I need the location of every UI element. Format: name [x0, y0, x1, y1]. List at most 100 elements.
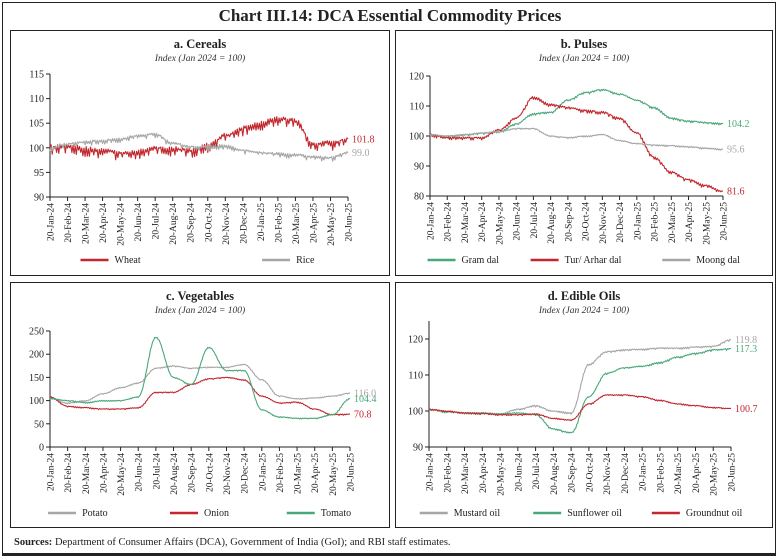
x-tick-label: 20-Sep-24 [564, 202, 574, 242]
legend-item-potato: Potato [48, 508, 108, 519]
x-tick-label: 20-Jul-24 [532, 453, 542, 490]
x-tick-label: 20-May-24 [117, 203, 127, 246]
x-tick-label: 20-Jun-25 [345, 203, 355, 242]
end-label-mustard-oil: 119.8 [735, 335, 757, 346]
x-tick-label: 20-Sep-24 [188, 453, 198, 493]
panel-vegetables: c. Vegetables Index (Jan 2024 = 100) 0 50 10… [10, 282, 390, 528]
x-tick-label: 20-Jan-24 [47, 453, 57, 491]
series-line-groundnut-oil [428, 394, 732, 422]
x-tick-label: 20-Feb-24 [443, 453, 453, 493]
x-tick-label: 20-Jul-24 [152, 203, 162, 240]
x-tick-label: 20-Aug-24 [547, 202, 557, 244]
legend-item-sunflower-oil: Sunflower oil [533, 508, 622, 519]
x-tick-label: 20-Jun-24 [513, 202, 523, 241]
x-tick-label: 20-Jan-24 [426, 453, 436, 491]
end-label-groundnut-oil: 100.7 [735, 404, 758, 415]
x-tick-label: 20-Sep-24 [187, 203, 197, 243]
x-tick-label: 20-Jan-24 [47, 203, 57, 241]
y-tick-label: 110 [29, 94, 44, 105]
x-tick-label: 20-Feb-24 [64, 203, 74, 243]
sources-note: Sources: Department of Consumer Affairs … [14, 537, 451, 548]
y-tick-label: 80 [414, 192, 424, 203]
x-tick-label: 20-Jul-24 [530, 202, 540, 239]
x-tick-label: 20-Nov-24 [603, 453, 613, 495]
legend-item-gram-dal: Gram dal [427, 255, 500, 266]
legend-label: Sunflower oil [567, 508, 622, 519]
x-tick-label: 20-May-24 [117, 453, 127, 496]
x-tick-label: 20-May-25 [329, 453, 339, 496]
x-tick-label: 20-Jun-25 [347, 453, 357, 492]
x-tick-label: 20-Apr-25 [309, 203, 319, 243]
x-tick-label: 20-Oct-24 [205, 453, 215, 492]
x-tick-label: 20-Oct-24 [585, 453, 595, 492]
x-tick-label: 20-May-24 [495, 202, 505, 245]
chart-d-svg: d. Edible Oils Index (Jan 2024 = 100) 90 10… [408, 289, 758, 519]
main-title: Chart III.14: DCA Essential Commodity Pr… [218, 6, 562, 25]
legend-label: Potato [82, 508, 108, 519]
x-tick-label: 20-Dec-24 [621, 453, 631, 494]
chart-b-svg: b. Pulses Index (Jan 2024 = 100) 80 90 100 11… [409, 37, 750, 266]
x-tick-label: 20-Jun-25 [720, 202, 730, 241]
y-tick-label: 100 [408, 407, 423, 418]
x-tick-label: 20-Apr-25 [692, 453, 702, 493]
series-line-potato [49, 363, 351, 405]
x-tick-label: 20-Apr-24 [479, 453, 489, 493]
legend-label: Moong dal [696, 255, 740, 266]
x-tick-label: 20-Nov-24 [223, 453, 233, 495]
x-tick-label: 20-Feb-25 [274, 203, 284, 243]
x-tick-label: 20-Dec-24 [616, 202, 626, 243]
legend-label: Tomato [321, 508, 351, 519]
y-tick-label: 115 [29, 70, 44, 81]
legend-label: Onion [204, 508, 229, 519]
series-line-gram-dal [429, 88, 724, 139]
x-tick-label: 20-Jan-25 [257, 203, 267, 241]
chart-subtitle: Index (Jan 2024 = 100) [154, 53, 245, 64]
x-tick-label: 20-Jul-24 [152, 453, 162, 490]
y-tick-label: 150 [29, 373, 44, 384]
legend-item-mustard-oil: Mustard oil [419, 508, 500, 519]
x-tick-label: 20-Mar-25 [674, 453, 684, 494]
x-tick-label: 20-Apr-25 [685, 202, 695, 242]
chart-subtitle: Index (Jan 2024 = 100) [154, 305, 245, 316]
series-line-mustard-oil [428, 338, 732, 416]
sources-text: Department of Consumer Affairs (DCA), Go… [54, 537, 451, 548]
end-label-moong-dal: 95.6 [727, 145, 745, 156]
legend-item-onion: Onion [170, 508, 229, 519]
sources-label: Sources: [14, 537, 53, 548]
series-line-moong-dal [429, 127, 724, 151]
x-tick-label: 20-May-24 [497, 453, 507, 496]
chart-a-svg: a. Cereals Index (Jan 2024 = 100) 90 95 100 1… [29, 37, 375, 266]
chart-c-svg: c. Vegetables Index (Jan 2024 = 100) 0 50 10… [29, 289, 377, 519]
legend-item-groundnut-oil: Groundnut oil [651, 508, 743, 519]
x-tick-label: 20-Mar-25 [668, 202, 678, 243]
x-tick-label: 20-Jan-25 [258, 453, 268, 491]
x-tick-label: 20-Mar-24 [461, 453, 471, 494]
legend-item-tur-arhar-dal: Tur/ Arhar dal [530, 255, 622, 266]
panel-edible-oils: d. Edible Oils Index (Jan 2024 = 100) 90 10… [395, 282, 773, 528]
series-line-onion [49, 376, 350, 416]
x-tick-label: 20-Jan-25 [633, 202, 643, 240]
legend-label: Tur/ Arhar dal [565, 255, 622, 266]
x-tick-label: 20-Nov-24 [222, 203, 232, 245]
y-tick-label: 105 [29, 119, 44, 130]
y-tick-label: 200 [29, 350, 44, 361]
legend-label: Gram dal [462, 255, 500, 266]
x-tick-label: 20-Nov-24 [599, 202, 609, 244]
x-tick-label: 20-May-25 [710, 453, 720, 496]
end-label-potato: 116.0 [354, 389, 376, 400]
chart-title: c. Vegetables [166, 289, 234, 303]
x-tick-label: 20-Mar-25 [294, 453, 304, 494]
y-tick-label: 250 [29, 327, 44, 338]
series-line-rice [49, 132, 349, 162]
legend-label: Groundnut oil [686, 508, 743, 519]
chart-subtitle: Index (Jan 2024 = 100) [538, 305, 629, 316]
x-tick-label: 20-Jun-24 [134, 203, 144, 242]
x-tick-label: 20-Aug-24 [170, 453, 180, 495]
end-label-wheat: 101.8 [352, 134, 375, 145]
x-tick-label: 20-Aug-24 [550, 453, 560, 495]
legend-item-rice: Rice [262, 255, 315, 266]
series-line-tur-arhar-dal [429, 96, 724, 193]
x-tick-label: 20-Jan-24 [427, 202, 437, 240]
y-tick-label: 95 [34, 168, 44, 179]
